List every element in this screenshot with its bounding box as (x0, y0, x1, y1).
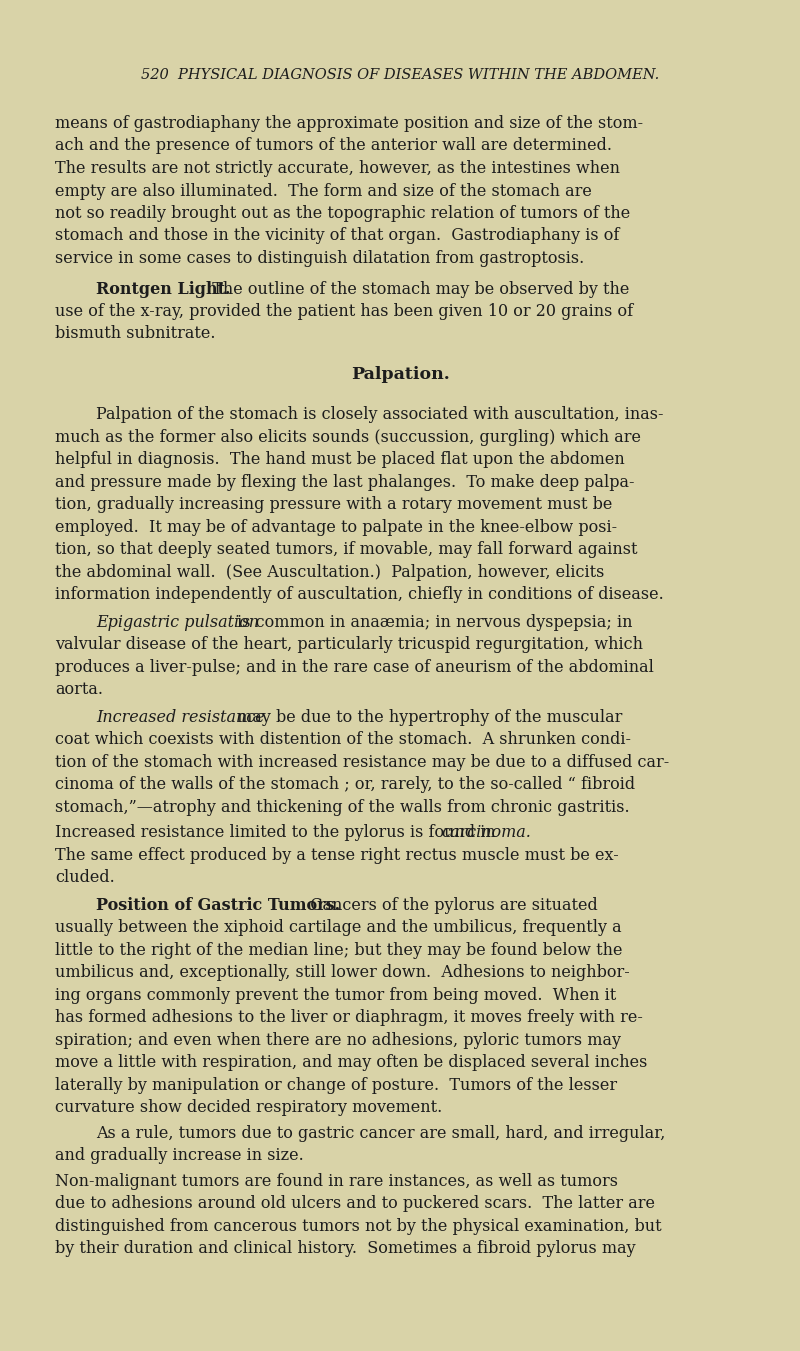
Text: produces a liver-pulse; and in the rare case of aneurism of the abdominal: produces a liver-pulse; and in the rare … (55, 659, 654, 676)
Text: Rontgen Light.: Rontgen Light. (96, 281, 230, 297)
Text: move a little with respiration, and may often be displaced several inches: move a little with respiration, and may … (55, 1054, 647, 1071)
Text: Cancers of the pylorus are situated: Cancers of the pylorus are situated (300, 897, 598, 913)
Text: ach and the presence of tumors of the anterior wall are determined.: ach and the presence of tumors of the an… (55, 138, 612, 154)
Text: umbilicus and, exceptionally, still lower down.  Adhesions to neighbor-: umbilicus and, exceptionally, still lowe… (55, 965, 630, 981)
Text: The outline of the stomach may be observed by the: The outline of the stomach may be observ… (202, 281, 629, 297)
Text: spiration; and even when there are no adhesions, pyloric tumors may: spiration; and even when there are no ad… (55, 1032, 621, 1048)
Text: Epigastric pulsation: Epigastric pulsation (96, 613, 259, 631)
Text: little to the right of the median line; but they may be found below the: little to the right of the median line; … (55, 942, 622, 959)
Text: valvular disease of the heart, particularly tricuspid regurgitation, which: valvular disease of the heart, particula… (55, 636, 643, 654)
Text: means of gastrodiaphany the approximate position and size of the stom-: means of gastrodiaphany the approximate … (55, 115, 643, 132)
Text: the abdominal wall.  (See Auscultation.)  Palpation, however, elicits: the abdominal wall. (See Auscultation.) … (55, 563, 604, 581)
Text: much as the former also elicits sounds (succussion, gurgling) which are: much as the former also elicits sounds (… (55, 428, 641, 446)
Text: Increased resistance: Increased resistance (96, 709, 265, 725)
Text: helpful in diagnosis.  The hand must be placed flat upon the abdomen: helpful in diagnosis. The hand must be p… (55, 451, 625, 469)
Text: coat which coexists with distention of the stomach.  A shrunken condi-: coat which coexists with distention of t… (55, 731, 631, 748)
Text: tion, so that deeply seated tumors, if movable, may fall forward against: tion, so that deeply seated tumors, if m… (55, 542, 638, 558)
Text: empty are also illuminated.  The form and size of the stomach are: empty are also illuminated. The form and… (55, 182, 592, 200)
Text: due to adhesions around old ulcers and to puckered scars.  The latter are: due to adhesions around old ulcers and t… (55, 1196, 655, 1212)
Text: and gradually increase in size.: and gradually increase in size. (55, 1147, 304, 1165)
Text: The same effect produced by a tense right rectus muscle must be ex-: The same effect produced by a tense righ… (55, 847, 618, 863)
Text: use of the x-ray, provided the patient has been given 10 or 20 grains of: use of the x-ray, provided the patient h… (55, 303, 633, 320)
Text: carcinoma.: carcinoma. (442, 824, 531, 842)
Text: stomach and those in the vicinity of that organ.  Gastrodiaphany is of: stomach and those in the vicinity of tha… (55, 227, 619, 245)
Text: bismuth subnitrate.: bismuth subnitrate. (55, 326, 215, 343)
Text: curvature show decided respiratory movement.: curvature show decided respiratory movem… (55, 1100, 442, 1116)
Text: usually between the xiphoid cartilage and the umbilicus, frequently a: usually between the xiphoid cartilage an… (55, 920, 622, 936)
Text: cluded.: cluded. (55, 870, 114, 886)
Text: service in some cases to distinguish dilatation from gastroptosis.: service in some cases to distinguish dil… (55, 250, 584, 267)
Text: The results are not strictly accurate, however, as the intestines when: The results are not strictly accurate, h… (55, 159, 620, 177)
Text: Non-malignant tumors are found in rare instances, as well as tumors: Non-malignant tumors are found in rare i… (55, 1173, 618, 1190)
Text: tion of the stomach with increased resistance may be due to a diffused car-: tion of the stomach with increased resis… (55, 754, 670, 771)
Text: aorta.: aorta. (55, 681, 103, 698)
Text: laterally by manipulation or change of posture.  Tumors of the lesser: laterally by manipulation or change of p… (55, 1077, 617, 1094)
Text: Palpation.: Palpation. (350, 366, 450, 382)
Text: Position of Gastric Tumors.: Position of Gastric Tumors. (96, 897, 340, 913)
Text: tion, gradually increasing pressure with a rotary movement must be: tion, gradually increasing pressure with… (55, 496, 612, 513)
Text: has formed adhesions to the liver or diaphragm, it moves freely with re-: has formed adhesions to the liver or dia… (55, 1009, 643, 1027)
Text: cinoma of the walls of the stomach ; or, rarely, to the so-called “ fibroid: cinoma of the walls of the stomach ; or,… (55, 777, 635, 793)
Text: As a rule, tumors due to gastric cancer are small, hard, and irregular,: As a rule, tumors due to gastric cancer … (96, 1125, 666, 1142)
Text: distinguished from cancerous tumors not by the physical examination, but: distinguished from cancerous tumors not … (55, 1217, 662, 1235)
Text: information independently of auscultation, chiefly in conditions of disease.: information independently of auscultatio… (55, 586, 664, 604)
Text: 520  PHYSICAL DIAGNOSIS OF DISEASES WITHIN THE ABDOMEN.: 520 PHYSICAL DIAGNOSIS OF DISEASES WITHI… (141, 68, 659, 82)
Text: and pressure made by flexing the last phalanges.  To make deep palpa-: and pressure made by flexing the last ph… (55, 474, 634, 490)
Text: may be due to the hypertrophy of the muscular: may be due to the hypertrophy of the mus… (232, 709, 622, 725)
Text: by their duration and clinical history.  Sometimes a fibroid pylorus may: by their duration and clinical history. … (55, 1240, 636, 1258)
Text: employed.  It may be of advantage to palpate in the knee-elbow posi-: employed. It may be of advantage to palp… (55, 519, 617, 536)
Text: not so readily brought out as the topographic relation of tumors of the: not so readily brought out as the topogr… (55, 205, 630, 222)
Text: Palpation of the stomach is closely associated with auscultation, inas-: Palpation of the stomach is closely asso… (96, 407, 663, 423)
Text: Increased resistance limited to the pylorus is found in: Increased resistance limited to the pylo… (55, 824, 501, 842)
Text: stomach,”—atrophy and thickening of the walls from chronic gastritis.: stomach,”—atrophy and thickening of the … (55, 798, 630, 816)
Text: ing organs commonly prevent the tumor from being moved.  When it: ing organs commonly prevent the tumor fr… (55, 986, 616, 1004)
Text: is common in anaæmia; in nervous dyspepsia; in: is common in anaæmia; in nervous dyspeps… (232, 613, 633, 631)
